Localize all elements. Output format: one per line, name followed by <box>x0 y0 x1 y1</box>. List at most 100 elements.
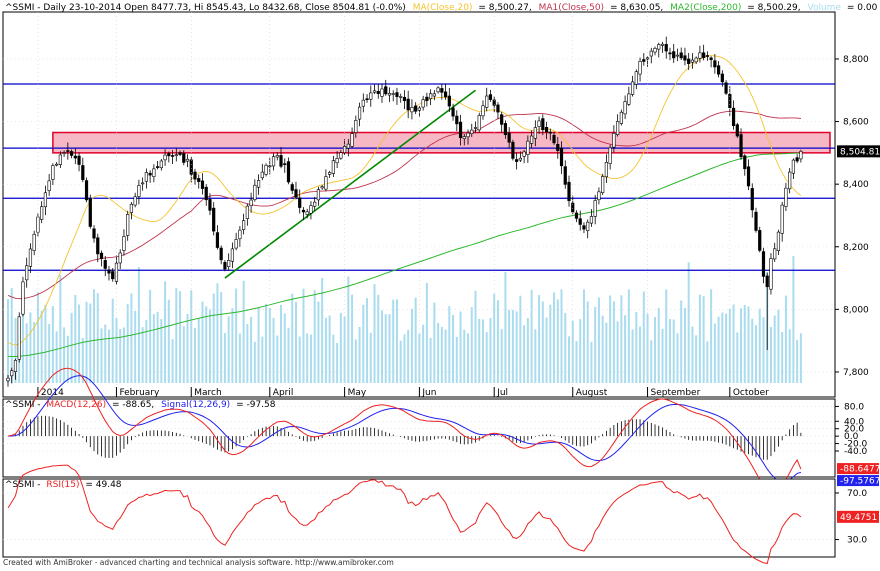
volume-bar <box>485 332 488 383</box>
candle-body <box>245 205 249 219</box>
candle-body <box>746 166 751 187</box>
candle-body <box>197 178 201 182</box>
volume-bar <box>631 329 634 383</box>
volume-bar <box>66 335 69 383</box>
candle-body <box>13 360 18 372</box>
footer-credit: Created with AmiBroker - advanced charti… <box>3 558 394 567</box>
candle-body <box>271 156 276 167</box>
candle-body <box>335 158 339 164</box>
volume-bar <box>74 294 77 383</box>
volume-bar <box>792 255 795 383</box>
volume-bar <box>717 316 720 383</box>
volume-bar <box>639 326 642 383</box>
volume-bar <box>523 325 526 383</box>
candle-body <box>421 99 425 108</box>
volume-bar <box>736 332 739 383</box>
macd-panel: 80.0 40.020.00.0-20.0-40.0 -88.6477 -97.576… <box>2 367 880 495</box>
candle-body <box>69 151 74 156</box>
volume-bar <box>605 322 608 383</box>
candle-body <box>122 236 126 251</box>
volume-bar <box>773 315 776 383</box>
candle-body <box>432 93 436 97</box>
candle-body <box>111 271 115 280</box>
candle-body <box>552 134 556 144</box>
volume-bar <box>366 298 369 383</box>
ma50-label: MA1(Close,50) <box>539 3 605 13</box>
candle-body <box>754 211 758 231</box>
volume-bar <box>452 314 455 383</box>
macd-tick-label: -40.0 <box>844 447 868 457</box>
macd-label: MACD(12,26) <box>46 400 106 410</box>
volume-bar <box>534 329 537 383</box>
volume-bar <box>25 323 28 383</box>
volume-bar <box>463 329 466 383</box>
volume-bar <box>698 294 701 383</box>
volume-bar <box>287 327 290 383</box>
volume-bar <box>51 306 54 383</box>
volume-bar <box>272 317 275 383</box>
volume-bar <box>227 316 230 383</box>
candle-body <box>21 281 25 315</box>
volume-bar <box>713 323 716 383</box>
volume-bar <box>425 283 428 383</box>
volume-bar <box>683 307 686 383</box>
rsi-tick-label: 30.0 <box>847 536 867 546</box>
candle-body <box>279 155 283 167</box>
candle-body <box>425 96 429 101</box>
candle-body <box>395 92 399 97</box>
volume-bar <box>519 295 522 383</box>
candle-body <box>399 96 403 98</box>
volume-bar <box>179 291 182 383</box>
volume-bar <box>395 299 398 383</box>
candle-body <box>212 207 216 232</box>
candle-body <box>346 143 350 149</box>
volume-bar <box>676 333 679 383</box>
candle-body <box>148 172 152 176</box>
candle-body <box>185 158 190 162</box>
volume-bar <box>691 326 694 383</box>
price-tick-label: 7,800 <box>843 368 869 378</box>
candle-body <box>103 260 107 269</box>
volume-bar <box>422 324 425 383</box>
candle-body <box>713 60 717 68</box>
volume-bar <box>601 315 604 383</box>
signal-line <box>7 375 802 483</box>
volume-bar <box>257 307 260 383</box>
candle-body <box>440 88 444 93</box>
volume-bar <box>160 319 163 383</box>
candle-body <box>215 232 220 248</box>
rsi-line-layer <box>7 464 802 565</box>
volume-bar <box>7 299 9 383</box>
month-label: Jul <box>496 388 508 398</box>
candle-body <box>129 203 134 213</box>
candle-body <box>193 171 197 180</box>
volume-bar <box>784 295 787 383</box>
volume-bar <box>167 299 170 383</box>
ma200-line <box>7 152 801 357</box>
signal-last-label: -97.5767 <box>840 477 880 487</box>
volume-bar <box>317 301 320 383</box>
macd-axis-layer: 80.0 40.020.00.0-20.0-40.0 -88.6477 -97.576… <box>835 402 880 487</box>
candle-body <box>331 160 335 174</box>
month-label: August <box>576 388 608 398</box>
candle-body <box>773 248 777 260</box>
candle-body <box>406 98 410 111</box>
volume-bar <box>294 301 297 383</box>
candle-body <box>118 252 122 264</box>
candle-body <box>679 52 683 59</box>
candle-body <box>578 218 582 225</box>
candle-body <box>627 93 631 105</box>
volume-bar <box>788 329 791 383</box>
volume-bar <box>429 337 432 383</box>
candle-body <box>167 153 171 157</box>
price-tick-label: 8,000 <box>843 305 869 315</box>
macd-tick-label: -20.0 <box>844 440 868 450</box>
volume-bar <box>758 308 761 383</box>
volume-bar <box>568 336 570 383</box>
signal-last-tag <box>837 475 879 487</box>
candle-body <box>492 99 496 106</box>
price-panel: 7,800 8,000 8,200 8,400 8,600 8,800 8,504.81 2… <box>2 3 880 398</box>
candle-body <box>170 155 175 157</box>
month-label: March <box>194 388 221 398</box>
rsi-value: = 49.48 <box>85 480 121 490</box>
